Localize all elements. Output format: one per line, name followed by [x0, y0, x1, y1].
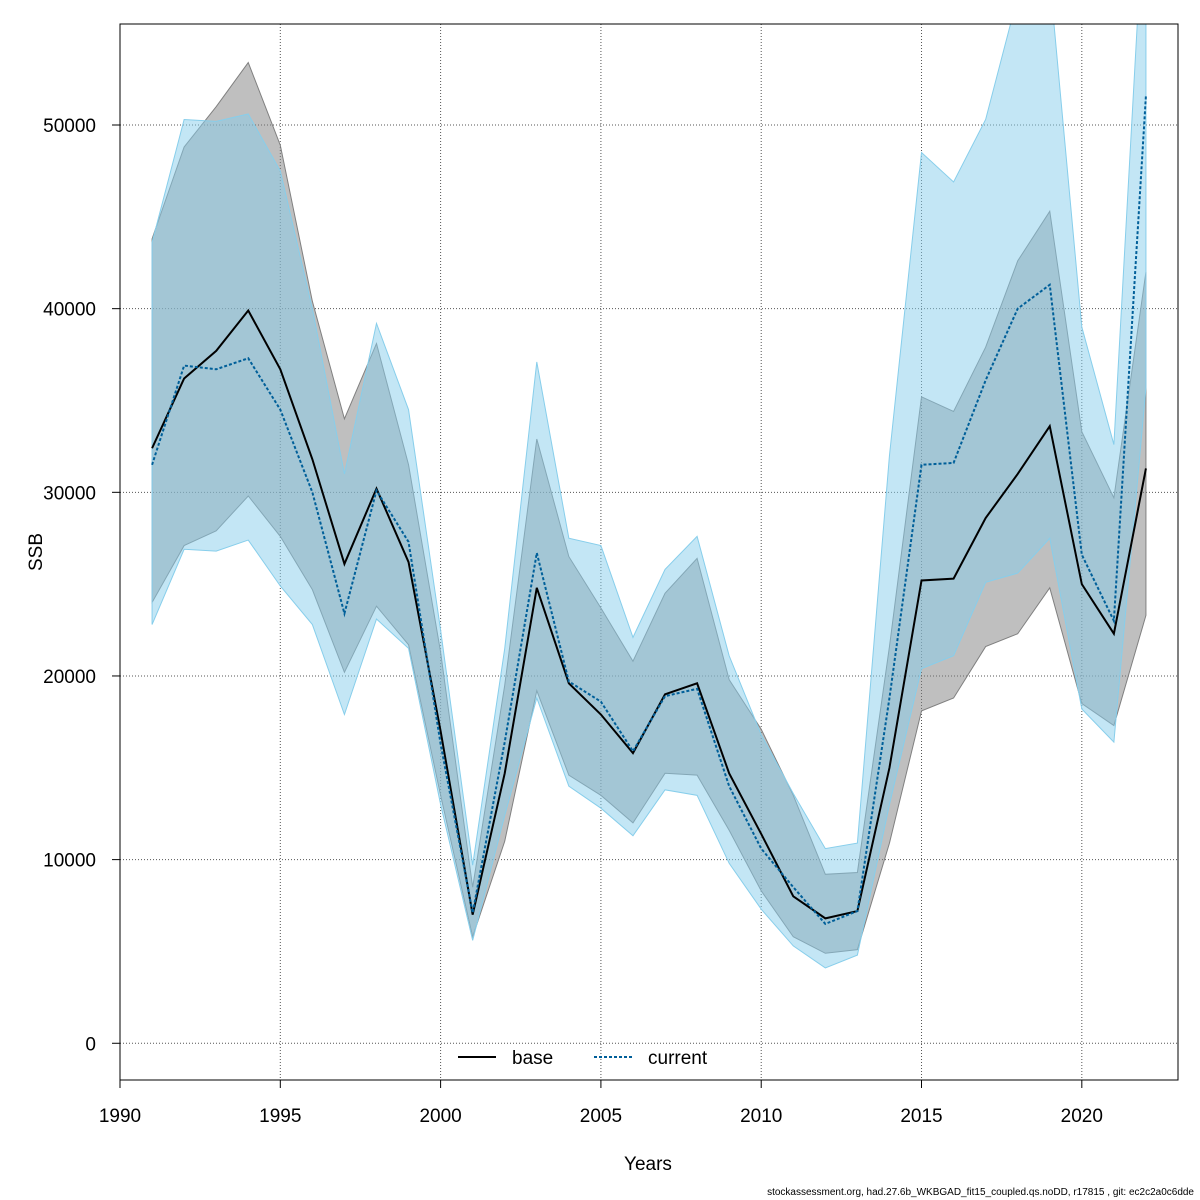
y-tick-label: 0 — [85, 1034, 96, 1055]
x-tick-label: 2020 — [1061, 1106, 1103, 1127]
x-tick-label: 2010 — [740, 1106, 782, 1127]
x-tick-label: 2000 — [419, 1106, 461, 1127]
axes: 1990 1995 2000 2005 2010 2015 2020 0 10000 20000 3… — [43, 116, 1103, 1127]
y-tick-label: 40000 — [43, 300, 96, 321]
y-axis-label: SSB — [26, 533, 47, 571]
legend-label-current: current — [648, 1048, 708, 1069]
x-tick-label: 2005 — [580, 1106, 622, 1127]
y-tick-label: 10000 — [43, 851, 96, 872]
band-current — [151, 24, 1147, 969]
x-tick-label: 2015 — [900, 1106, 942, 1127]
line-current — [151, 95, 1147, 926]
legend: base current — [458, 1048, 708, 1069]
x-axis-label: Years — [624, 1154, 672, 1175]
y-tick-label: 50000 — [43, 116, 96, 137]
x-tick-label: 1990 — [99, 1106, 141, 1127]
y-tick-label: 30000 — [43, 483, 96, 504]
confidence-bands — [151, 24, 1147, 969]
series-lines — [151, 95, 1147, 926]
x-tick-label: 1995 — [259, 1106, 301, 1127]
y-tick-label: 20000 — [43, 667, 96, 688]
legend-label-base: base — [512, 1048, 553, 1069]
footer-note: stockassessment.org, had.27.6b_WKBGAD_fi… — [767, 1187, 1194, 1198]
